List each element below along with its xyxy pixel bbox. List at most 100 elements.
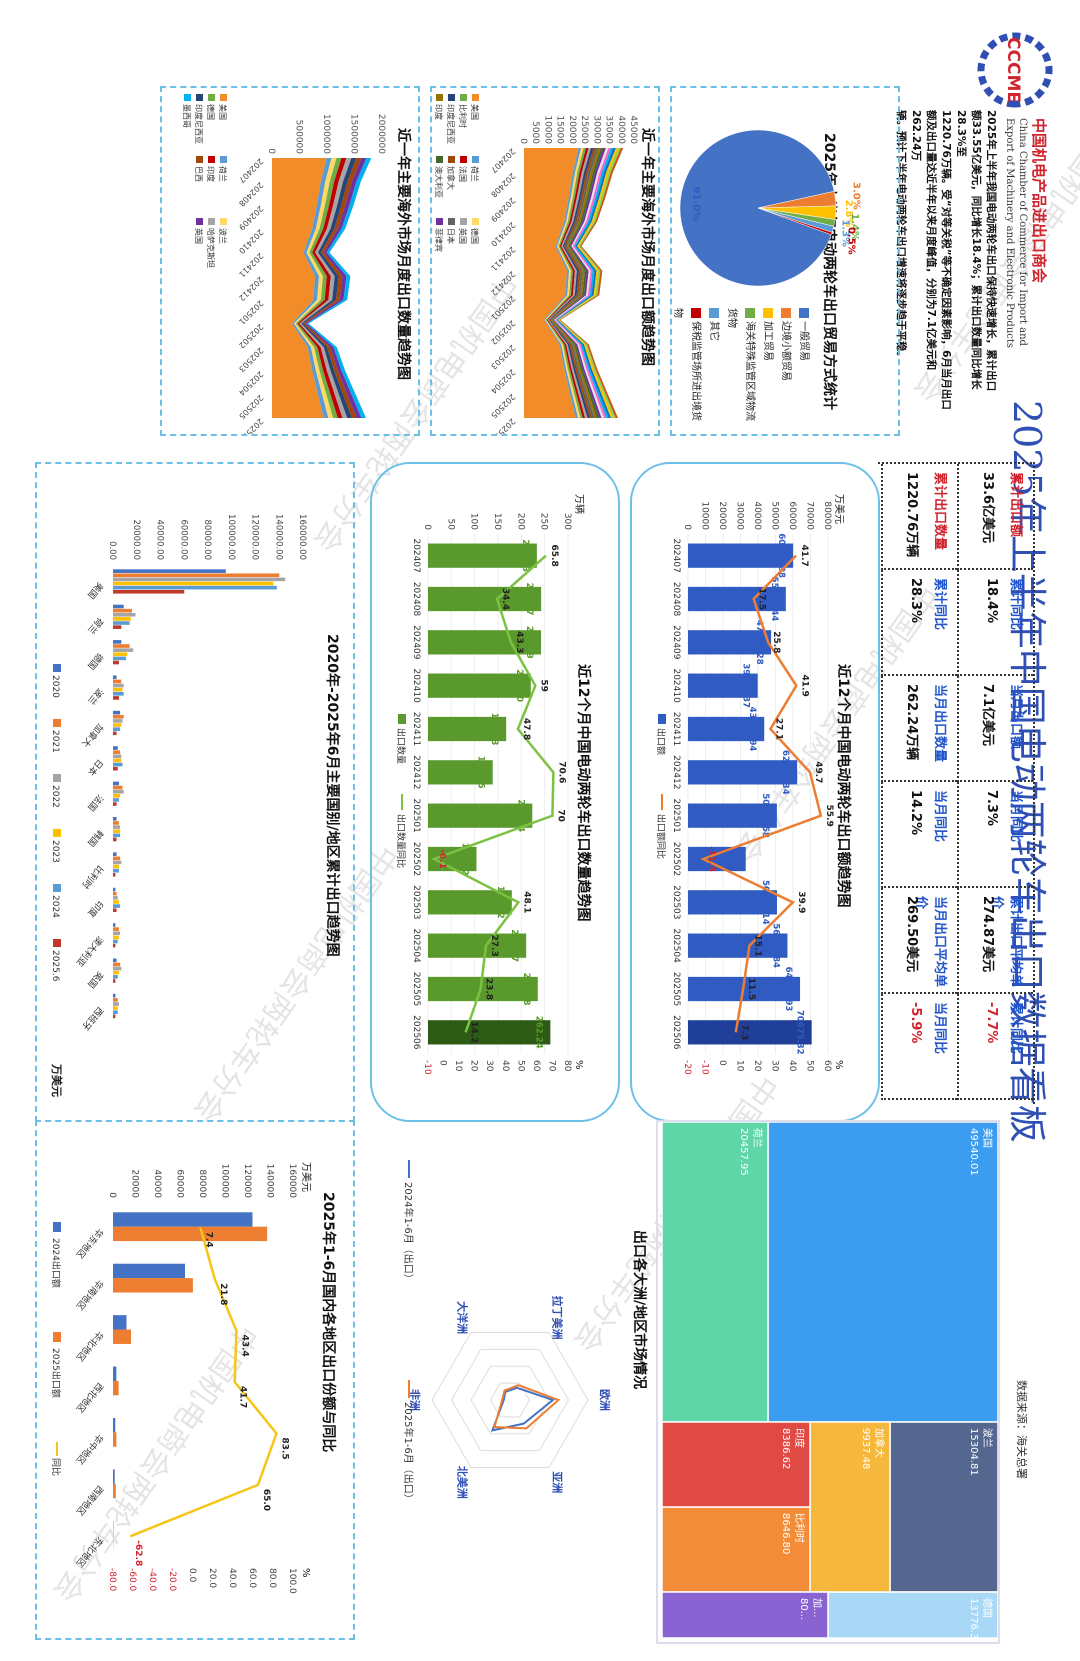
- line-data-label: 55.9: [824, 805, 834, 827]
- y2-tick-label: 0.0: [187, 1568, 197, 1583]
- y-tick-label: 10000: [542, 115, 552, 144]
- export-qty-chart: 0 50 100 150 200 250 300 -10 0 10 20 30 40 50 60 70 80 万辆…: [395, 494, 586, 1075]
- bar: [113, 798, 119, 802]
- y-axis-label: 万美元: [50, 1063, 64, 1097]
- line-data-label: 34.4: [500, 588, 510, 610]
- country-yearly-chart: 0.00 20000.00 40000.00 60000.00 80000.00 1000…: [50, 514, 307, 1097]
- line-data-label: 21.8: [218, 1283, 228, 1305]
- bar-data-label: 138.65: [476, 756, 486, 789]
- treemap-tile: [767, 1121, 999, 1423]
- bar: [113, 754, 122, 759]
- kpi-cell: 累计出口额 33.6亿美元: [957, 464, 1033, 570]
- bar: [428, 890, 512, 915]
- line-data-label: 41.7: [799, 545, 809, 567]
- line-data-label: 7.3: [739, 1024, 749, 1040]
- treemap-label: 加拿大: [873, 1428, 886, 1458]
- bar: [113, 868, 119, 873]
- x-tick-label: 波兰: [85, 686, 106, 708]
- bar: [113, 931, 121, 936]
- x-tick-label: 202408: [489, 171, 517, 199]
- pie-chart: 91.0% 3.0%2.8%1.4%1.3%0.5%: [679, 129, 861, 287]
- y-tick-label: 50000: [770, 501, 780, 530]
- legend-label: 波兰: [218, 228, 228, 244]
- bar: [113, 683, 124, 688]
- bar-data-label: 223.44: [515, 799, 525, 832]
- kpi-value: 274.87美元: [980, 896, 995, 973]
- treemap-value: 8646.80: [780, 1513, 791, 1554]
- bar: [688, 673, 758, 698]
- x-tick-label: 202502: [411, 842, 421, 876]
- legend-label: 美国: [218, 104, 228, 120]
- x-tick-label: 202410: [489, 220, 517, 248]
- bar: [113, 625, 122, 629]
- x-tick-label: 东北地区: [74, 1534, 106, 1569]
- pie-data-label: 3.0%: [850, 182, 861, 210]
- x-tick-label: 202504: [237, 369, 265, 397]
- y2-tick-label: 40.0: [227, 1568, 237, 1588]
- legend-label: 印度尼西亚: [194, 104, 204, 144]
- bar: [688, 630, 772, 655]
- y2-tick-label: 80: [562, 1060, 572, 1072]
- legend-swatch: [781, 308, 791, 318]
- kpi-label: 当月同比: [932, 1002, 947, 1055]
- legend-swatch: [763, 308, 773, 318]
- kpi-cell: 当月出口额 7.1亿美元: [957, 676, 1033, 782]
- x-tick-label: 202503: [489, 343, 517, 371]
- line-data-label: -62.8: [133, 1540, 143, 1566]
- bar: [113, 998, 118, 1002]
- treemap-label: 波兰: [981, 1428, 994, 1448]
- bar: [428, 933, 527, 958]
- bar-data-label: 210.37: [509, 929, 519, 962]
- x-tick-label: 华南地区: [74, 1277, 106, 1312]
- y-tick-label: 40000: [752, 501, 762, 530]
- bar: [113, 970, 119, 975]
- bar: [688, 543, 794, 568]
- legend-swatch: [53, 1332, 61, 1342]
- x-tick-label: 韩国: [85, 827, 106, 849]
- legend-label: 美国: [470, 104, 480, 120]
- treemap-title: 出口各大洲/地区市场情况: [631, 1230, 647, 1390]
- legend-label: 荷兰: [218, 166, 228, 182]
- bar: [113, 585, 277, 590]
- summary-line: 额33.55亿美元，同比增长18.4%；累计出口数量同比增长28.3%至: [955, 110, 982, 390]
- legend-label: 2025年1-6月（出口）: [402, 1402, 415, 1504]
- bar: [688, 760, 798, 785]
- y-tick-label: 80000: [197, 1169, 207, 1198]
- legend-swatch: [745, 308, 755, 318]
- y-tick-label: 0: [682, 524, 692, 530]
- bar: [113, 900, 119, 904]
- legend-label: 巴西: [194, 166, 203, 182]
- radar-axis-label: 大洋洲: [455, 1301, 469, 1334]
- bar: [113, 691, 124, 696]
- legend-label: 墨西哥: [182, 104, 191, 128]
- bar: [113, 652, 128, 657]
- bar-data-label: 220.30: [514, 669, 524, 702]
- y2-tick-label: 30: [484, 1060, 494, 1072]
- area-band: [524, 148, 579, 418]
- treemap-value: 13776.30: [968, 1598, 979, 1638]
- x-tick-label: 202502: [671, 842, 681, 876]
- pie-slice: [679, 129, 835, 287]
- y2-tick-label: 0: [438, 1060, 448, 1066]
- bar: [113, 656, 127, 661]
- kpi-label: 当月出口数量: [932, 684, 947, 763]
- bar: [113, 577, 286, 582]
- y2-tick-label: 60: [822, 1060, 832, 1072]
- x-tick-label: 202409: [489, 196, 517, 224]
- legend-label: 澳大利亚: [434, 166, 444, 198]
- y2-tick-label: -20: [682, 1060, 692, 1075]
- y-tick-label: 20000: [717, 501, 727, 530]
- pie-data-label: 2.8%: [843, 200, 854, 228]
- kpi-cell: 当月出口数量 262.24万辆: [881, 676, 957, 782]
- kpi-label: 当月出口额: [1008, 684, 1023, 750]
- legend-label: 德国: [206, 104, 216, 120]
- y-axis-label: 万美元: [833, 494, 846, 524]
- kpi-cell: 累计同比 -7.7%: [957, 994, 1033, 1100]
- bar: [113, 589, 185, 594]
- y2-tick-label: 80.0: [267, 1568, 277, 1588]
- legend-label: 出口数量: [395, 728, 407, 764]
- bar: [113, 710, 121, 715]
- kpi-value: 269.50美元: [904, 896, 919, 973]
- x-tick-label: 202407: [237, 157, 265, 185]
- bar: [113, 573, 280, 578]
